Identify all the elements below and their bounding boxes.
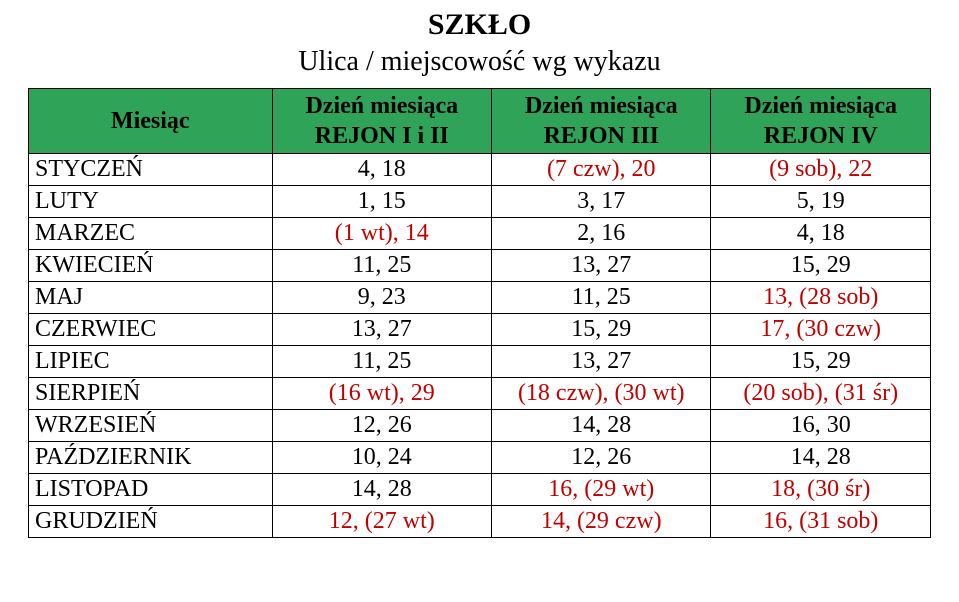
data-cell: (18 czw), (30 wt) bbox=[492, 378, 711, 410]
data-cell: 14, 28 bbox=[272, 474, 491, 506]
data-cell: 16, (31 sob) bbox=[711, 506, 931, 538]
data-cell: 11, 25 bbox=[272, 346, 491, 378]
table-header: Miesiąc Dzień miesiąca REJON I i II Dzie… bbox=[29, 89, 931, 154]
table-row: KWIECIEŃ11, 2513, 2715, 29 bbox=[29, 250, 931, 282]
header-day-line-3: Dzień miesiąca bbox=[744, 93, 897, 119]
data-cell: 12, 26 bbox=[272, 410, 491, 442]
table-row: MAJ9, 2311, 2513, (28 sob) bbox=[29, 282, 931, 314]
subtitle: Ulica / miejscowość wg wykazu bbox=[28, 45, 931, 79]
data-cell: 16, 30 bbox=[711, 410, 931, 442]
data-cell: 2, 16 bbox=[492, 218, 711, 250]
data-cell: 12, 26 bbox=[492, 442, 711, 474]
header-day-3: Dzień miesiąca REJON IV bbox=[711, 89, 931, 154]
table-row: WRZESIEŃ12, 2614, 2816, 30 bbox=[29, 410, 931, 442]
table-row: SIERPIEŃ(16 wt), 29(18 czw), (30 wt)(20 … bbox=[29, 378, 931, 410]
header-rejon-3: REJON IV bbox=[764, 123, 878, 149]
table-row: LISTOPAD14, 2816, (29 wt)18, (30 śr) bbox=[29, 474, 931, 506]
data-cell: 10, 24 bbox=[272, 442, 491, 474]
table-row: STYCZEŃ4, 18(7 czw), 20(9 sob), 22 bbox=[29, 154, 931, 186]
data-cell: 9, 23 bbox=[272, 282, 491, 314]
month-cell: KWIECIEŃ bbox=[29, 250, 273, 282]
month-cell: SIERPIEŃ bbox=[29, 378, 273, 410]
data-cell: 17, (30 czw) bbox=[711, 314, 931, 346]
data-cell: 1, 15 bbox=[272, 186, 491, 218]
data-cell: 3, 17 bbox=[492, 186, 711, 218]
data-cell: 12, (27 wt) bbox=[272, 506, 491, 538]
data-cell: 11, 25 bbox=[492, 282, 711, 314]
data-cell: 15, 29 bbox=[711, 250, 931, 282]
table-row: PAŹDZIERNIK10, 2412, 2614, 28 bbox=[29, 442, 931, 474]
data-cell: (1 wt), 14 bbox=[272, 218, 491, 250]
header-rejon-1: REJON I i II bbox=[315, 123, 449, 149]
data-cell: (7 czw), 20 bbox=[492, 154, 711, 186]
table-row: LIPIEC11, 2513, 2715, 29 bbox=[29, 346, 931, 378]
month-cell: LIPIEC bbox=[29, 346, 273, 378]
data-cell: 18, (30 śr) bbox=[711, 474, 931, 506]
schedule-table: Miesiąc Dzień miesiąca REJON I i II Dzie… bbox=[28, 88, 931, 538]
month-cell: WRZESIEŃ bbox=[29, 410, 273, 442]
table-row: LUTY1, 153, 175, 19 bbox=[29, 186, 931, 218]
month-cell: MARZEC bbox=[29, 218, 273, 250]
data-cell: 13, 27 bbox=[492, 250, 711, 282]
month-cell: LISTOPAD bbox=[29, 474, 273, 506]
data-cell: 14, (29 czw) bbox=[492, 506, 711, 538]
data-cell: 13, 27 bbox=[492, 346, 711, 378]
header-rejon-2: REJON III bbox=[544, 123, 659, 149]
document-wrapper: SZKŁO Ulica / miejscowość wg wykazu Mies… bbox=[0, 0, 959, 556]
data-cell: 4, 18 bbox=[711, 218, 931, 250]
header-day-1: Dzień miesiąca REJON I i II bbox=[272, 89, 491, 154]
data-cell: 4, 18 bbox=[272, 154, 491, 186]
month-cell: LUTY bbox=[29, 186, 273, 218]
header-day-2: Dzień miesiąca REJON III bbox=[492, 89, 711, 154]
title: SZKŁO bbox=[28, 8, 931, 43]
data-cell: 5, 19 bbox=[711, 186, 931, 218]
data-cell: 13, (28 sob) bbox=[711, 282, 931, 314]
month-cell: CZERWIEC bbox=[29, 314, 273, 346]
table-body: STYCZEŃ4, 18(7 czw), 20(9 sob), 22LUTY1,… bbox=[29, 154, 931, 538]
data-cell: 14, 28 bbox=[711, 442, 931, 474]
data-cell: (20 sob), (31 śr) bbox=[711, 378, 931, 410]
data-cell: (16 wt), 29 bbox=[272, 378, 491, 410]
month-cell: MAJ bbox=[29, 282, 273, 314]
data-cell: 13, 27 bbox=[272, 314, 491, 346]
data-cell: 16, (29 wt) bbox=[492, 474, 711, 506]
month-cell: GRUDZIEŃ bbox=[29, 506, 273, 538]
data-cell: 15, 29 bbox=[492, 314, 711, 346]
data-cell: 11, 25 bbox=[272, 250, 491, 282]
table-row: CZERWIEC13, 2715, 2917, (30 czw) bbox=[29, 314, 931, 346]
month-cell: PAŹDZIERNIK bbox=[29, 442, 273, 474]
table-row: GRUDZIEŃ12, (27 wt)14, (29 czw)16, (31 s… bbox=[29, 506, 931, 538]
data-cell: (9 sob), 22 bbox=[711, 154, 931, 186]
header-day-line-1: Dzień miesiąca bbox=[305, 93, 458, 119]
data-cell: 15, 29 bbox=[711, 346, 931, 378]
data-cell: 14, 28 bbox=[492, 410, 711, 442]
table-row: MARZEC(1 wt), 142, 164, 18 bbox=[29, 218, 931, 250]
header-day-line-2: Dzień miesiąca bbox=[525, 93, 678, 119]
header-month: Miesiąc bbox=[29, 89, 273, 154]
month-cell: STYCZEŃ bbox=[29, 154, 273, 186]
